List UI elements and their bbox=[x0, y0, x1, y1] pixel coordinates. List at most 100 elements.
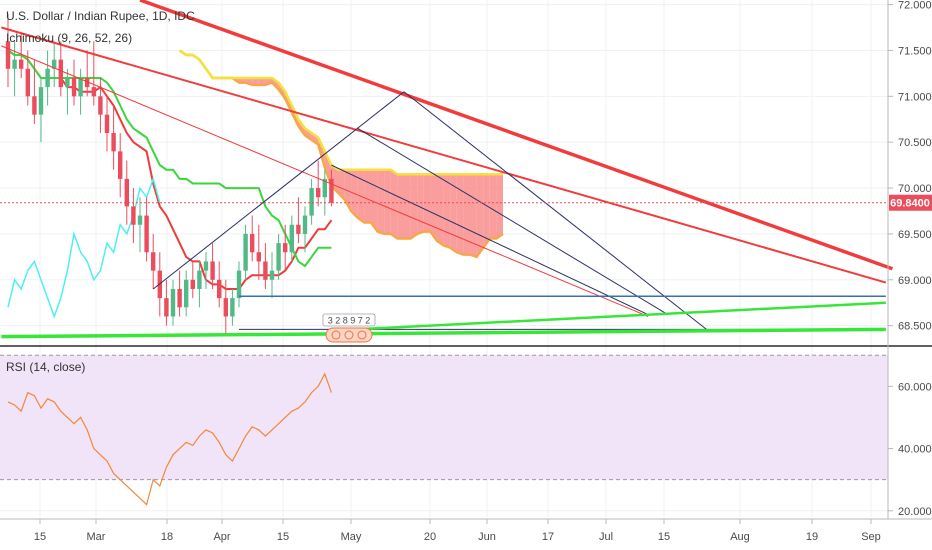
rsi-tick-label: 20.0000 bbox=[898, 506, 932, 518]
time-tick-label: Sep bbox=[861, 531, 881, 543]
candle-body bbox=[329, 178, 334, 203]
candle-body bbox=[309, 188, 314, 216]
candle-body bbox=[19, 59, 24, 69]
candle-body bbox=[184, 279, 189, 308]
candle-body bbox=[38, 87, 44, 115]
time-tick-label: Aug bbox=[730, 531, 750, 543]
candle-body bbox=[111, 133, 116, 152]
time-tick-label: Jul bbox=[599, 531, 613, 543]
candle-body bbox=[256, 252, 261, 262]
cloud-segment bbox=[258, 77, 266, 85]
cloud-segment bbox=[390, 169, 398, 239]
cloud-segment bbox=[384, 169, 391, 234]
rsi-legend[interactable]: RSI (14, close) bbox=[6, 360, 85, 374]
cloud-segment bbox=[489, 174, 497, 239]
symbol-legend[interactable]: U.S. Dollar / Indian Rupee, 1D, IDC bbox=[6, 9, 195, 23]
candle-body bbox=[269, 270, 275, 280]
candles bbox=[5, 13, 334, 335]
time-tick-label: 15 bbox=[277, 531, 289, 543]
trend-lines[interactable] bbox=[1, 0, 893, 339]
rsi-band bbox=[0, 354, 888, 481]
candle-body bbox=[197, 270, 202, 289]
cloud-segment bbox=[443, 174, 451, 248]
cloud-segment bbox=[430, 174, 437, 241]
candle-body bbox=[104, 114, 110, 134]
cloud-segment bbox=[410, 174, 418, 239]
candle-body bbox=[32, 96, 37, 115]
candle-body bbox=[250, 233, 255, 253]
candle-body bbox=[85, 77, 90, 88]
cloud-segment bbox=[450, 174, 457, 253]
time-tick-label: 15 bbox=[658, 531, 670, 543]
cloud-segment bbox=[371, 169, 378, 232]
candle-body bbox=[230, 298, 235, 317]
price-tick-label: 71.0000 bbox=[898, 91, 932, 103]
time-axis[interactable]: 15 Mar 18 Apr 15 May 20 Jun 17 Jul 15 Aug 19 Sep bbox=[34, 519, 881, 543]
rsi-axis[interactable]: 60.0000 40.0000 20.0000 bbox=[888, 381, 932, 518]
candle-body bbox=[164, 298, 169, 317]
trend-line-thin bbox=[1, 45, 649, 317]
candle-body bbox=[12, 59, 17, 69]
candle-body bbox=[58, 59, 63, 88]
time-tick-label: 18 bbox=[161, 531, 173, 543]
cloud-segment bbox=[456, 174, 464, 255]
time-tick-label: 19 bbox=[806, 531, 818, 543]
candle-body bbox=[131, 206, 136, 225]
cloud-segment bbox=[496, 174, 503, 239]
candle-body bbox=[124, 178, 129, 207]
price-tick-label: 70.0000 bbox=[898, 183, 932, 195]
candle-body bbox=[302, 215, 308, 234]
trend-line-green-rising bbox=[337, 301, 886, 332]
pitchfork-handle bbox=[152, 91, 405, 290]
cloud-segment bbox=[397, 174, 404, 239]
price-axis[interactable]: 72.0000 71.5000 71.0000 70.5000 70.0000 69.50… bbox=[888, 0, 932, 333]
candle-body bbox=[45, 68, 50, 88]
price-tick-label: 70.5000 bbox=[898, 137, 932, 149]
candle-body bbox=[316, 188, 321, 198]
cloud-segment bbox=[417, 174, 424, 234]
events-badge-label: 3 2 8 9 7 2 bbox=[328, 316, 371, 326]
candle-body bbox=[210, 261, 215, 280]
candle-body bbox=[144, 215, 149, 253]
rsi-band-fill bbox=[0, 355, 888, 480]
candle-body bbox=[5, 41, 11, 69]
candle-body bbox=[52, 59, 57, 69]
candle-body bbox=[137, 215, 143, 225]
time-tick-label: Apr bbox=[213, 531, 230, 543]
price-tick-label: 69.0000 bbox=[898, 275, 932, 287]
candle-body bbox=[170, 288, 176, 317]
trend-line-upper bbox=[1, 26, 887, 284]
rsi-line bbox=[7, 372, 332, 506]
events-badge[interactable]: 3 2 8 9 7 2 bbox=[322, 313, 376, 343]
candle-body bbox=[118, 151, 123, 179]
candle-body bbox=[25, 68, 30, 97]
time-tick-label: 17 bbox=[542, 531, 554, 543]
candle-body bbox=[223, 298, 228, 317]
price-tick-label: 72.0000 bbox=[898, 0, 932, 12]
cloud-segment bbox=[338, 169, 345, 200]
price-pane[interactable] bbox=[0, 0, 888, 344]
time-tick-label: May bbox=[341, 531, 362, 543]
candle-body bbox=[296, 224, 301, 234]
time-tick-label: Mar bbox=[87, 531, 106, 543]
cloud-segment bbox=[470, 174, 477, 257]
cloud-segment bbox=[377, 169, 385, 234]
cloud-segment bbox=[437, 174, 444, 246]
cloud-segment bbox=[423, 174, 431, 232]
candle-body bbox=[283, 243, 288, 253]
cloud-segment bbox=[476, 174, 484, 257]
price-tick-label: 71.5000 bbox=[898, 45, 932, 57]
candle-body bbox=[91, 87, 96, 97]
ichimoku-legend[interactable]: Ichimoku (9, 26, 52, 26) bbox=[6, 31, 132, 45]
candle-body bbox=[243, 233, 248, 271]
cloud-segment bbox=[252, 77, 259, 85]
time-tick-label: Jun bbox=[478, 531, 496, 543]
candle-body bbox=[217, 279, 222, 299]
trend-line-green-base bbox=[1, 327, 886, 339]
price-tick-label: 68.5000 bbox=[898, 321, 932, 333]
candle-body bbox=[236, 270, 242, 299]
cloud-segment bbox=[311, 133, 319, 145]
rsi-path bbox=[7, 372, 332, 506]
rsi-tick-label: 40.0000 bbox=[898, 444, 932, 456]
